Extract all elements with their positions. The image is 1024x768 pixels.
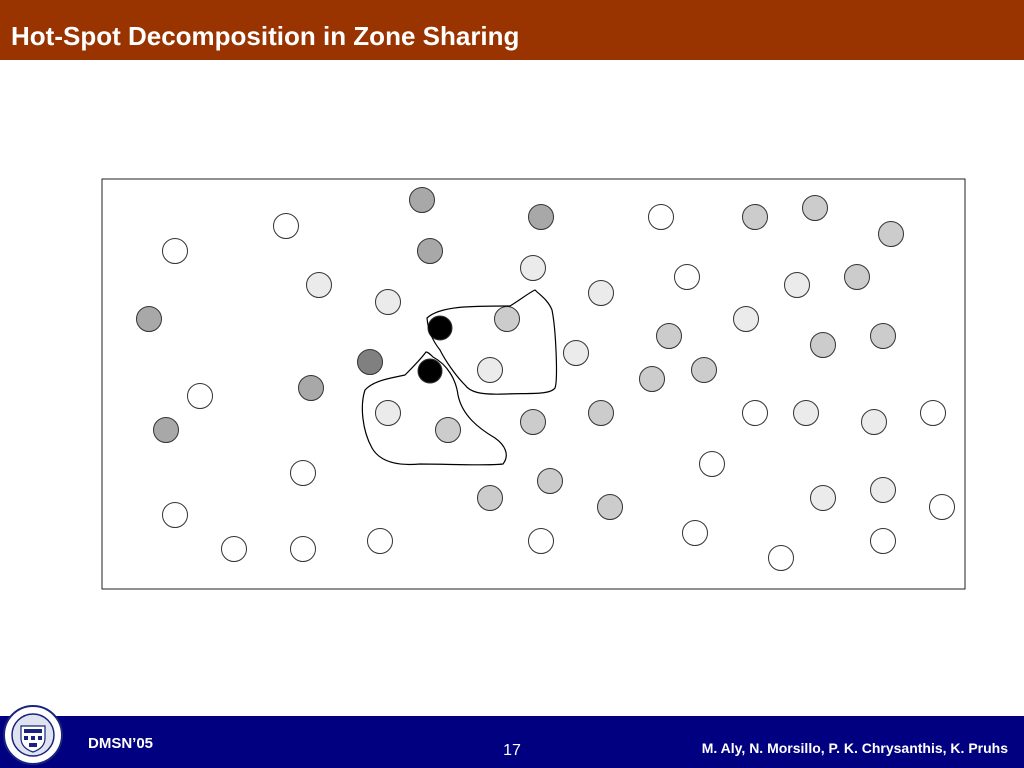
sensor-node — [784, 272, 810, 298]
sensor-node — [929, 494, 955, 520]
sensor-node — [221, 536, 247, 562]
sensor-nodes — [136, 187, 955, 571]
sensor-node — [563, 340, 589, 366]
sensor-node — [588, 400, 614, 426]
sensor-node — [674, 264, 700, 290]
sensor-network-diagram — [101, 178, 966, 590]
zone-boundary-lower — [361, 351, 507, 466]
sensor-node — [153, 417, 179, 443]
footer-bar — [0, 716, 1024, 768]
sensor-node — [528, 528, 554, 554]
hot-spot-node — [427, 315, 453, 341]
sensor-node — [435, 417, 461, 443]
sensor-node — [520, 255, 546, 281]
slide-title: Hot-Spot Decomposition in Zone Sharing — [11, 21, 520, 51]
sensor-node — [298, 375, 324, 401]
sensor-node — [290, 460, 316, 486]
sensor-node — [520, 409, 546, 435]
sensor-node — [793, 400, 819, 426]
sensor-node — [768, 545, 794, 571]
authors-label: M. Aly, N. Morsillo, P. K. Chrysanthis, … — [701, 740, 1008, 756]
sensor-node — [802, 195, 828, 221]
sensor-node — [528, 204, 554, 230]
sensor-node — [273, 213, 299, 239]
sensor-node — [691, 357, 717, 383]
hot-spot-node — [417, 358, 443, 384]
sensor-node — [597, 494, 623, 520]
sensor-node — [367, 528, 393, 554]
sensor-node — [656, 323, 682, 349]
title-bar — [0, 0, 1024, 60]
sensor-node — [861, 409, 887, 435]
sensor-node — [290, 536, 316, 562]
sensor-node — [306, 272, 332, 298]
conference-label: DMSN’05 — [88, 735, 154, 752]
sensor-node — [417, 238, 443, 264]
university-seal-icon — [3, 705, 63, 765]
sensor-node — [639, 366, 665, 392]
sensor-node — [648, 204, 674, 230]
sensor-node — [810, 485, 836, 511]
sensor-node — [375, 289, 401, 315]
sensor-node — [588, 280, 614, 306]
page-number: 17 — [503, 742, 521, 759]
sensor-node — [742, 400, 768, 426]
sensor-node — [699, 451, 725, 477]
network-boundary — [101, 178, 966, 590]
sensor-node — [733, 306, 759, 332]
sensor-node — [920, 400, 946, 426]
sensor-node — [682, 520, 708, 546]
sensor-node — [742, 204, 768, 230]
sensor-node — [537, 468, 563, 494]
sensor-node — [162, 502, 188, 528]
sensor-node — [409, 187, 435, 213]
sensor-node — [375, 400, 401, 426]
sensor-node — [844, 264, 870, 290]
sensor-node — [870, 323, 896, 349]
sensor-node — [477, 485, 503, 511]
sensor-node — [810, 332, 836, 358]
sensor-node — [870, 528, 896, 554]
sensor-node — [136, 306, 162, 332]
sensor-node — [357, 349, 383, 375]
sensor-node — [494, 306, 520, 332]
sensor-node — [162, 238, 188, 264]
sensor-node — [870, 477, 896, 503]
sensor-node — [878, 221, 904, 247]
sensor-node — [187, 383, 213, 409]
sensor-node — [477, 357, 503, 383]
zone-boundary-upper — [426, 289, 558, 395]
